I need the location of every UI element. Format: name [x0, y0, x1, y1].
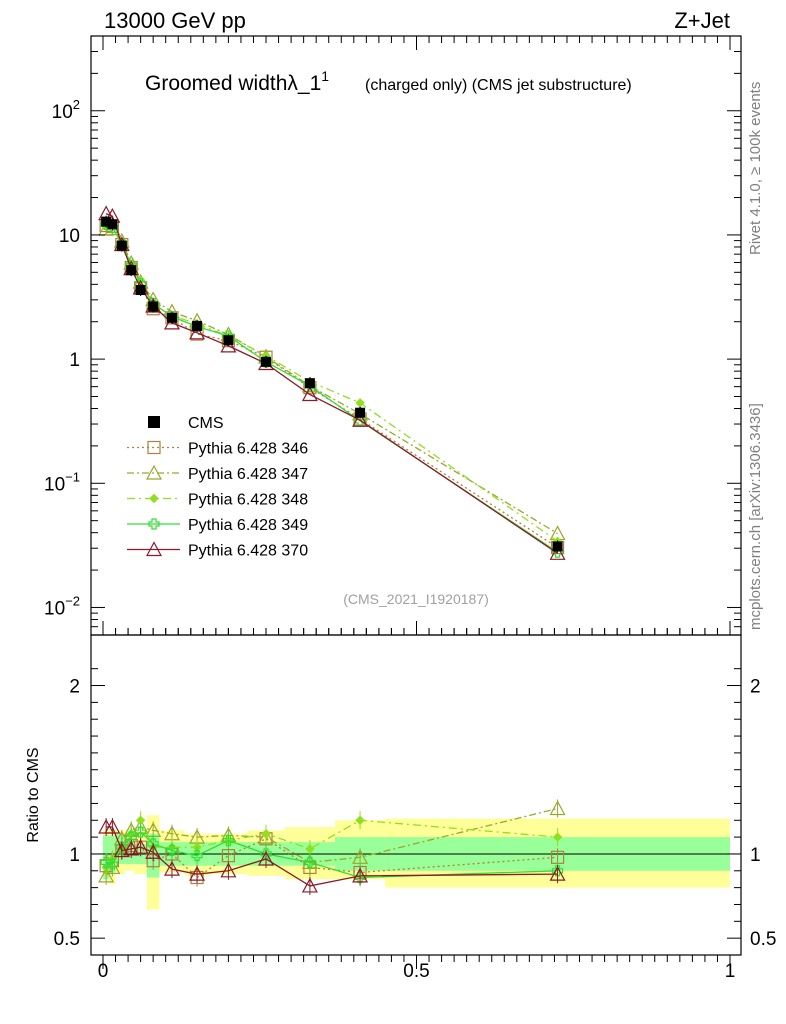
data-point: [116, 240, 127, 251]
series-ratio-point: [145, 843, 162, 859]
legend-label-5: Pythia 6.428 370: [188, 543, 308, 560]
series-ratio-point: [104, 818, 121, 834]
series-ratio-point: [189, 865, 206, 881]
data-point: [304, 378, 315, 389]
main-y-tick-label: 10−1: [44, 469, 80, 495]
series-line-main-1: [106, 224, 558, 549]
series-ratio-point: [98, 867, 115, 883]
data-point: [223, 335, 234, 346]
data-point: [355, 407, 366, 418]
series-line-main-5: [105, 213, 558, 554]
data-point: [148, 301, 159, 312]
series-ratio-point: [304, 856, 316, 868]
analysis-watermark: (CMS_2021_I1920187): [343, 591, 489, 607]
series-main-point: [301, 386, 318, 402]
series-ratio-point: [116, 841, 128, 853]
series-ratio-point: [222, 834, 234, 847]
legend-label-3: Pythia 6.428 348: [188, 492, 308, 509]
legend-label-2: Pythia 6.428 347: [188, 466, 308, 483]
series-ratio-point: [261, 829, 271, 839]
legend-marker-3: [149, 493, 159, 504]
series-main-point: [352, 411, 369, 427]
legend-label-4: Pythia 6.428 349: [188, 517, 308, 534]
main-y-tick-label: 102: [52, 97, 80, 123]
series-ratio-point: [125, 831, 137, 843]
series-ratio-point: [352, 849, 369, 864]
series-ratio-point: [220, 862, 237, 878]
series-ratio-point: [260, 848, 272, 860]
ratio-y-tick-label-right: 0.5: [750, 929, 776, 950]
data-point: [192, 320, 203, 331]
series-ratio-point: [552, 832, 563, 842]
series-ratio-point: [352, 867, 369, 883]
ratio-y-tick-label: 2: [69, 677, 80, 698]
legend-marker-2: [145, 464, 163, 480]
legend: CMS Pythia 6.428 346 Pythia 6.428 347 Pythi…: [127, 415, 308, 560]
legend-marker-4: [148, 518, 160, 530]
series-ratio-point: [106, 858, 119, 870]
series-ratio-point: [355, 815, 365, 825]
ratio-y-tick-label-right: 1: [750, 845, 761, 866]
axis-ticks: 102 10 1 10−1 10−2 2 2 1 1 0.5 0.5 0 0.5 1: [44, 35, 776, 982]
ratio-panel-frame: [90, 634, 742, 956]
series-ratio-point: [258, 850, 275, 866]
series-ratio-point: [301, 877, 318, 893]
series-ratio-point: [551, 865, 564, 877]
series-main-point: [189, 324, 206, 340]
series-line-main-2: [106, 228, 558, 535]
main-y-tick-label: 1: [69, 350, 80, 371]
mcplots-credit-text: mcplots.cern.ch [arXiv:1306.3436]: [747, 403, 764, 630]
data-point: [126, 265, 137, 276]
data-point: [135, 285, 146, 296]
series-main-point: [549, 545, 566, 560]
series-ratio-point: [305, 844, 315, 854]
series-ratio-point: [135, 826, 147, 838]
header-right: Z+Jet: [674, 8, 730, 33]
series-ratio-point: [191, 850, 203, 862]
main-y-tick-label: 10−2: [44, 593, 80, 619]
series-ratio-point: [549, 800, 566, 816]
series-ratio-point: [221, 849, 235, 863]
chart-title: Groomed widthλ_11: [145, 68, 329, 95]
series-line-main-3: [106, 225, 558, 542]
ratio-y-tick-label-right: 2: [750, 677, 761, 698]
series-line-main-4: [105, 223, 558, 553]
legend-label-1: Pythia 6.428 346: [188, 441, 308, 458]
series-main-point: [220, 337, 237, 353]
legend-marker-5: [145, 541, 163, 557]
ratio-panel-series: [98, 799, 566, 895]
ratio-y-axis-label: Ratio to CMS: [25, 747, 42, 842]
series-ratio-point: [123, 840, 140, 856]
legend-label-cms: CMS: [188, 415, 224, 432]
x-tick-label: 0: [98, 961, 109, 982]
series-ratio-point: [100, 856, 112, 868]
header-left: 13000 GeV pp: [104, 8, 246, 33]
data-point: [552, 541, 563, 552]
x-tick-label: 1: [725, 961, 736, 982]
ratio-uncertainty-bands: [91, 815, 741, 910]
data-point: [166, 312, 177, 323]
data-point: [107, 219, 118, 230]
legend-marker-cms: [148, 416, 160, 428]
rivet-version-text: Rivet 4.1.0, ≥ 100k events: [747, 82, 764, 255]
stat-uncertainty-band: [124, 840, 135, 865]
series-ratio-point: [166, 844, 178, 857]
x-tick-label: 0.5: [403, 961, 429, 982]
main-y-tick-label: 10: [59, 226, 80, 247]
series-ratio-point: [258, 828, 275, 844]
series-ratio-point: [163, 860, 180, 876]
data-point: [261, 356, 272, 367]
series-ratio-point: [549, 865, 566, 881]
chart-subtitle: (charged only) (CMS jet substructure): [365, 77, 632, 94]
main-panel-series: [98, 205, 566, 560]
series-main-point: [355, 398, 365, 408]
ratio-y-tick-label: 0.5: [54, 929, 80, 950]
legend-marker-1: [147, 440, 161, 455]
series-ratio-point: [113, 842, 130, 858]
series-ratio-point: [132, 838, 149, 854]
ratio-y-tick-label: 1: [69, 845, 80, 866]
data-point: [101, 216, 112, 227]
